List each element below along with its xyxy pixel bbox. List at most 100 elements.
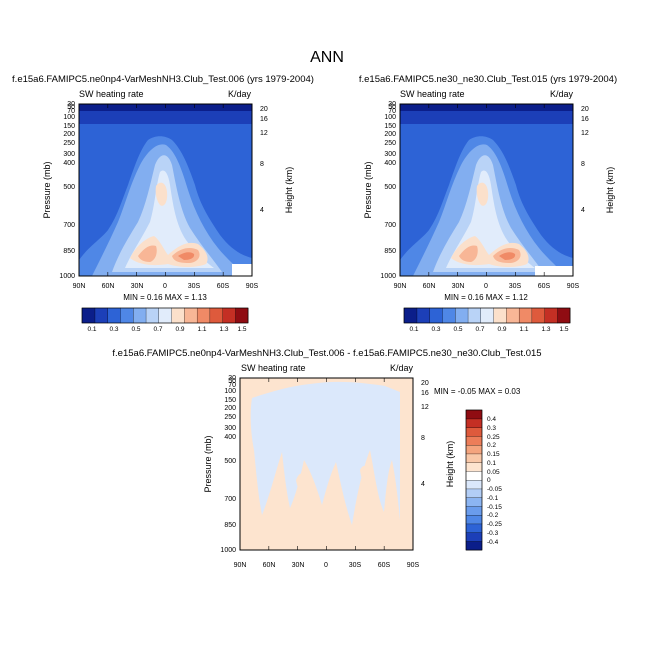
y-tick-label: 700 (224, 496, 236, 503)
y-tick-label: 150 (224, 397, 236, 404)
y-tick-label: 1000 (59, 273, 75, 280)
colorbar-labels: 0.1 0.3 0.5 0.7 0.9 1.1 1.3 1.5 (87, 326, 246, 333)
y-tick-label: 250 (384, 140, 396, 147)
colorbar-label: 0.4 (487, 416, 496, 423)
colorbar-label: -0.2 (487, 512, 499, 519)
y2-tick-label: 4 (581, 207, 585, 214)
colorbar-label: -0.25 (487, 521, 502, 528)
variable-label: SW heating rate (400, 89, 465, 99)
colorbar-label: -0.1 (487, 495, 499, 502)
units-label: K/day (390, 363, 414, 373)
x-tick-label: 0 (484, 283, 488, 290)
y2-tick-label: 12 (421, 404, 429, 411)
tick-marks (399, 104, 574, 276)
y-tick-label: 500 (224, 458, 236, 465)
colorbar-label: 0.3 (109, 326, 118, 333)
y2-tick-label: 16 (421, 390, 429, 397)
min-max-stats: MIN = 0.16 MAX = 1.12 (444, 293, 528, 302)
y2-axis: 4 8 12 16 20 (260, 106, 268, 214)
colorbar-label: 0.1 (409, 326, 418, 333)
y-tick-label: 150 (384, 123, 396, 130)
y-tick-label: 850 (63, 248, 75, 255)
y2-tick-label: 16 (260, 116, 268, 123)
x-tick-label: 60S (217, 283, 230, 290)
colorbar-label: -0.3 (487, 530, 499, 537)
x-tick-label: 90S (567, 283, 580, 290)
colorbar-vertical (465, 409, 483, 551)
x-tick-label: 60N (102, 283, 115, 290)
x-tick-label: 60N (423, 283, 436, 290)
x-tick-label: 0 (163, 283, 167, 290)
y2-tick-label: 12 (260, 130, 268, 137)
colorbar-labels: 0.4 0.3 0.25 0.2 0.15 0.1 0.05 0 -0.05 -… (487, 416, 502, 546)
colorbar-label: 1.5 (559, 326, 568, 333)
y-axis: 1000 850 700 500 400 300 250 200 150 100… (220, 375, 236, 554)
x-axis: 90N 60N 30N 0 30S 60S 90S (73, 283, 259, 290)
colorbar-swatch (94, 307, 108, 324)
colorbar-label: 0.9 (175, 326, 184, 333)
colorbar-swatch (158, 307, 172, 324)
colorbar-swatch (531, 307, 545, 324)
x-tick-label: 60S (538, 283, 551, 290)
x-tick-label: 30N (292, 562, 305, 569)
y-tick-label: 200 (384, 131, 396, 138)
x-tick-label: 60N (263, 562, 276, 569)
x-tick-label: 0 (324, 562, 328, 569)
x-axis: 90N 60N 30N 0 30S 60S 90S (234, 562, 420, 569)
min-max-stats: MIN = 0.16 MAX = 1.13 (123, 293, 207, 302)
colorbar-labels: 0.1 0.3 0.5 0.7 0.9 1.1 1.3 1.5 (409, 326, 568, 333)
y2-tick-label: 8 (581, 161, 585, 168)
y2-axis: 4 8 12 16 20 (581, 106, 589, 214)
colorbar-label: 1.1 (519, 326, 528, 333)
y-axis-label: Pressure (mb) (363, 161, 373, 218)
y-tick-label: 850 (384, 248, 396, 255)
y2-tick-label: 8 (421, 435, 425, 442)
colorbar-swatch (465, 409, 483, 420)
min-max-stats: MIN = -0.05 MAX = 0.03 (434, 387, 521, 396)
colorbar-swatch (429, 307, 443, 324)
colorbar-swatch (120, 307, 134, 324)
y-tick-label: 300 (224, 425, 236, 432)
y-tick-label: 150 (63, 123, 75, 130)
colorbar-swatch (465, 453, 483, 463)
variable-label: SW heating rate (79, 89, 144, 99)
colorbar-swatch (465, 514, 483, 525)
x-tick-label: 30S (349, 562, 362, 569)
y-tick-label: 70 (388, 108, 396, 115)
panel-title: f.e15a6.FAMIPC5.ne30_ne30.Club_Test.015 … (359, 74, 617, 85)
y-tick-label: 400 (63, 160, 75, 167)
x-tick-label: 30N (452, 283, 465, 290)
y-tick-label: 30 (228, 375, 236, 382)
colorbar-swatch (184, 307, 198, 324)
panel-1: f.e15a6.FAMIPC5.ne0np4-VarMeshNH3.Club_T… (12, 74, 314, 333)
colorbar-label: 0.3 (487, 425, 496, 432)
y-tick-label: 100 (63, 114, 75, 121)
x-tick-label: 30N (131, 283, 144, 290)
y-tick-label: 500 (63, 184, 75, 191)
colorbar-swatch (506, 307, 520, 324)
colorbar-swatch (465, 532, 483, 542)
panel-title: f.e15a6.FAMIPC5.ne0np4-VarMeshNH3.Club_T… (12, 74, 314, 85)
colorbar-swatch (442, 307, 456, 324)
y-tick-label: 100 (384, 114, 396, 121)
y2-axis-label: Height (km) (284, 167, 294, 214)
y-tick-label: 50 (67, 104, 75, 111)
y2-tick-label: 20 (260, 106, 268, 113)
colorbar-swatch (235, 307, 249, 324)
y-tick-label: 50 (388, 104, 396, 111)
colorbar-swatch (465, 471, 483, 481)
y-tick-label: 250 (224, 414, 236, 421)
colorbar-swatch (465, 506, 483, 516)
colorbar-swatch (222, 307, 236, 324)
colorbar-swatch (132, 307, 147, 324)
y2-tick-label: 8 (260, 161, 264, 168)
colorbar-label: -0.4 (487, 539, 499, 546)
colorbar-label: 0.7 (153, 326, 162, 333)
y-tick-label: 1000 (380, 273, 396, 280)
tick-marks (239, 378, 414, 550)
units-label: K/day (228, 89, 252, 99)
y-tick-label: 30 (67, 101, 75, 108)
y2-tick-label: 16 (581, 116, 589, 123)
colorbar-swatch (465, 541, 483, 551)
